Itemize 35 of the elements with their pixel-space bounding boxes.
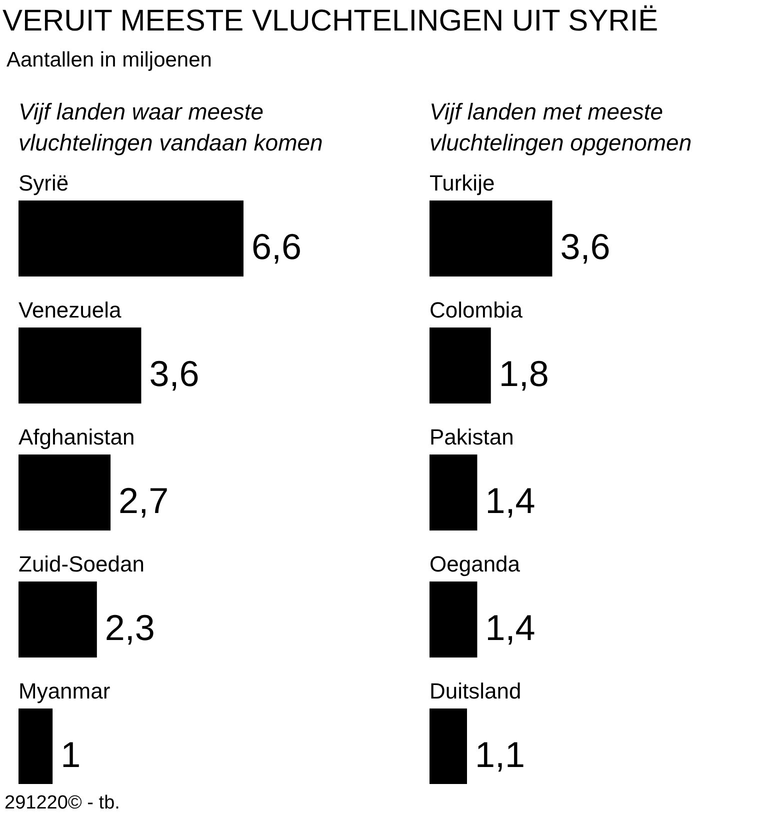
bar bbox=[18, 708, 53, 784]
data-label: 1,4 bbox=[485, 607, 536, 648]
y-tick-label: Colombia bbox=[430, 298, 524, 322]
bar bbox=[18, 328, 142, 404]
y-tick-label: Oeganda bbox=[430, 552, 521, 576]
bar bbox=[18, 454, 111, 530]
y-tick-label: Afghanistan bbox=[18, 424, 135, 450]
bar bbox=[18, 200, 244, 276]
y-tick-label: Myanmar bbox=[18, 678, 110, 704]
bar bbox=[430, 454, 478, 530]
y-tick-label: Duitsland bbox=[430, 678, 522, 704]
data-label: 1,1 bbox=[475, 734, 526, 775]
bar bbox=[430, 200, 552, 276]
data-label: 3,6 bbox=[149, 353, 200, 394]
bar bbox=[18, 582, 97, 658]
bar bbox=[430, 328, 491, 404]
data-label: 6,6 bbox=[252, 226, 302, 267]
y-tick-label: Zuid-Soedan bbox=[18, 552, 144, 576]
y-tick-label: Venezuela bbox=[18, 298, 122, 322]
data-label: 2,3 bbox=[104, 607, 155, 648]
data-label: 3,6 bbox=[560, 226, 610, 267]
text: 291220© - tb. bbox=[4, 792, 120, 814]
bar bbox=[430, 582, 478, 658]
chart-title: Vijf landen met meeste vluchtelingen opgenomen bbox=[430, 98, 692, 156]
text: Aantallen in miljoenen bbox=[6, 48, 212, 72]
data-label: 1,8 bbox=[498, 353, 549, 394]
bar bbox=[430, 708, 467, 784]
data-label: 1 bbox=[60, 734, 81, 775]
text: VERUIT MEESTE VLUCHTELINGEN UIT SYRIË bbox=[2, 4, 658, 38]
y-tick-label: Syrië bbox=[18, 170, 69, 196]
chart-title: Vijf landen waar meeste vluchtelingen vandaan komen bbox=[18, 98, 323, 156]
y-tick-label: Pakistan bbox=[430, 424, 514, 450]
y-tick-label: Turkije bbox=[430, 170, 495, 196]
data-label: 2,7 bbox=[118, 480, 169, 521]
data-label: 1,4 bbox=[485, 480, 536, 521]
